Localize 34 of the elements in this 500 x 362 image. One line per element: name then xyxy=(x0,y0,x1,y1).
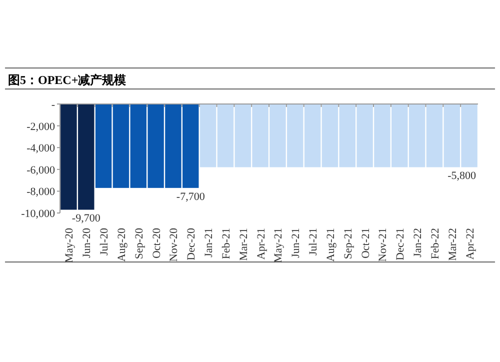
x-tick-label: Apr-22 xyxy=(464,228,476,260)
x-tick-label: Jan-21 xyxy=(203,228,216,258)
x-tick-label: Apr-21 xyxy=(255,228,268,260)
x-tick-label: May-20 xyxy=(64,228,76,263)
x-tick-label: Jul-21 xyxy=(308,228,320,256)
y-tick-label: -10,000 xyxy=(21,208,56,220)
x-tick-label: Aug-21 xyxy=(324,228,337,262)
x-tick-label: Jul-20 xyxy=(98,228,111,256)
x-tick-label: Nov-20 xyxy=(168,228,180,262)
x-tick-label: Feb-21 xyxy=(220,228,232,260)
x-tick-label: Oct-20 xyxy=(150,228,163,259)
x-tick-label: Nov-21 xyxy=(377,228,390,262)
x-tick-label: Mar-21 xyxy=(238,228,250,261)
y-tick-label: - xyxy=(51,99,56,111)
x-tick-label: Aug-20 xyxy=(116,228,128,262)
x-tick-label: Jun-20 xyxy=(81,228,94,258)
y-tick-label: -4,000 xyxy=(26,142,56,155)
x-tick-label: Sep-20 xyxy=(133,228,146,260)
y-tick-label: -2,000 xyxy=(26,120,56,133)
x-tick-label: Dec-20 xyxy=(186,228,198,260)
x-tick-label: Mar-22 xyxy=(446,228,459,261)
x-tick-label: Dec-21 xyxy=(394,228,407,260)
y-tick-label: -6,000 xyxy=(26,164,56,176)
x-tick-label: Oct-21 xyxy=(360,228,372,259)
x-tick-label: Jun-21 xyxy=(290,228,302,258)
x-tick-label: May-21 xyxy=(272,228,285,263)
chart-title: 图5：OPEC+减产规模 xyxy=(8,73,126,87)
x-tick-label: Jan-22 xyxy=(412,228,424,258)
data-label: -5,800 xyxy=(448,170,476,182)
x-tick-label: Sep-21 xyxy=(342,228,354,260)
data-label: -7,700 xyxy=(176,190,206,203)
data-label: -9,700 xyxy=(72,212,101,225)
y-tick-label: -8,000 xyxy=(26,186,56,198)
x-tick-label: Feb-22 xyxy=(429,228,442,260)
